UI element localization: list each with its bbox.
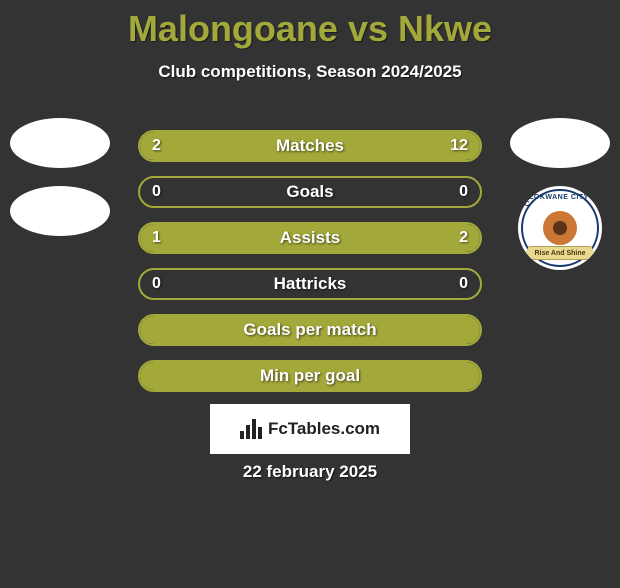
page-subtitle: Club competitions, Season 2024/2025 [0, 62, 620, 82]
player-right-avatar [510, 118, 610, 168]
stat-bar: 00Goals [138, 176, 482, 208]
stat-label: Min per goal [140, 362, 480, 390]
player-left-club-logo [10, 186, 110, 236]
stats-bars: 212Matches 00Goals 12Assists 00Hattricks Goa… [138, 130, 482, 392]
stat-label: Hattricks [140, 270, 480, 298]
stat-label: Matches [140, 132, 480, 160]
stat-label: Assists [140, 224, 480, 252]
fctables-watermark: FcTables.com [210, 404, 410, 454]
player-right-club-badge: POLOKWANE CITY F.C Rise And Shine [518, 186, 602, 270]
stat-bar: Goals per match [138, 314, 482, 346]
stat-label: Goals [140, 178, 480, 206]
player-left-column [0, 118, 120, 236]
stat-bar: Min per goal [138, 360, 482, 392]
fctables-icon [240, 419, 262, 439]
badge-banner: Rise And Shine [525, 246, 595, 260]
stat-bar: 00Hattricks [138, 268, 482, 300]
player-right-column: POLOKWANE CITY F.C Rise And Shine [500, 118, 620, 270]
stat-label: Goals per match [140, 316, 480, 344]
fctables-text: FcTables.com [268, 419, 380, 439]
page-title: Malongoane vs Nkwe [0, 8, 620, 50]
stat-bar: 212Matches [138, 130, 482, 162]
page-date: 22 february 2025 [0, 462, 620, 482]
player-left-avatar [10, 118, 110, 168]
badge-top-text: POLOKWANE CITY F.C [518, 194, 602, 208]
stat-bar: 12Assists [138, 222, 482, 254]
